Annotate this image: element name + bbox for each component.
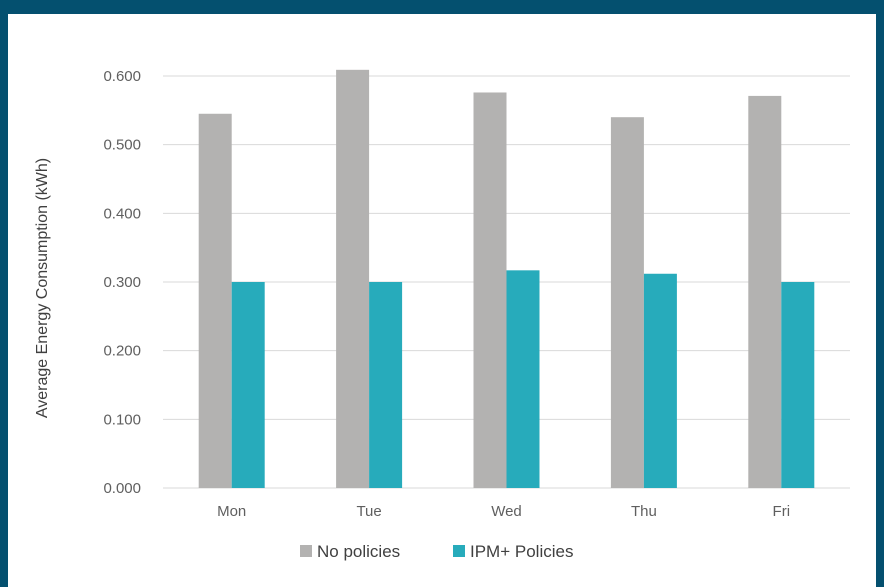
bar-ipm-policies-wed <box>506 270 540 488</box>
legend-label: IPM+ Policies <box>470 542 573 561</box>
y-tick-label: 0.500 <box>103 137 141 154</box>
bar-no-policies-mon <box>198 113 232 489</box>
bar-ipm-policies-mon <box>231 282 265 488</box>
x-tick-label: Wed <box>491 503 522 520</box>
y-axis-title: Average Energy Consumption (kWh) <box>34 158 51 418</box>
y-axis-ticks: 0.000 0.100 0.200 0.300 0.400 0.500 0.600 <box>103 68 141 497</box>
y-tick-label: 0.400 <box>103 205 141 222</box>
y-tick-label: 0.300 <box>103 274 141 291</box>
bar-ipm-policies-tue <box>369 282 403 488</box>
legend-label: No policies <box>317 542 400 561</box>
x-axis-ticks: Mon Tue Wed Thu Fri <box>217 503 790 520</box>
legend: No policies IPM+ Policies <box>300 542 573 561</box>
legend-swatch <box>300 545 312 557</box>
bar-ipm-policies-thu <box>643 273 677 488</box>
y-tick-label: 0.200 <box>103 343 141 360</box>
x-tick-label: Tue <box>356 503 381 520</box>
x-tick-label: Fri <box>773 503 791 520</box>
bar-no-policies-tue <box>336 69 370 488</box>
legend-swatch <box>453 545 465 557</box>
y-tick-label: 0.600 <box>103 68 141 85</box>
bar-no-policies-wed <box>473 92 507 488</box>
bar-chart: 0.000 0.100 0.200 0.300 0.400 0.500 0.600 Mon T… <box>34 68 850 561</box>
bar-no-policies-thu <box>610 117 644 488</box>
bars <box>198 69 815 489</box>
x-tick-label: Mon <box>217 503 246 520</box>
bar-ipm-policies-fri <box>781 282 815 488</box>
y-tick-label: 0.100 <box>103 411 141 428</box>
bar-no-policies-fri <box>748 95 782 488</box>
chart-frame: 0.000 0.100 0.200 0.300 0.400 0.500 0.600 Mon T… <box>8 14 876 587</box>
y-tick-label: 0.000 <box>103 480 141 497</box>
x-tick-label: Thu <box>631 503 657 520</box>
